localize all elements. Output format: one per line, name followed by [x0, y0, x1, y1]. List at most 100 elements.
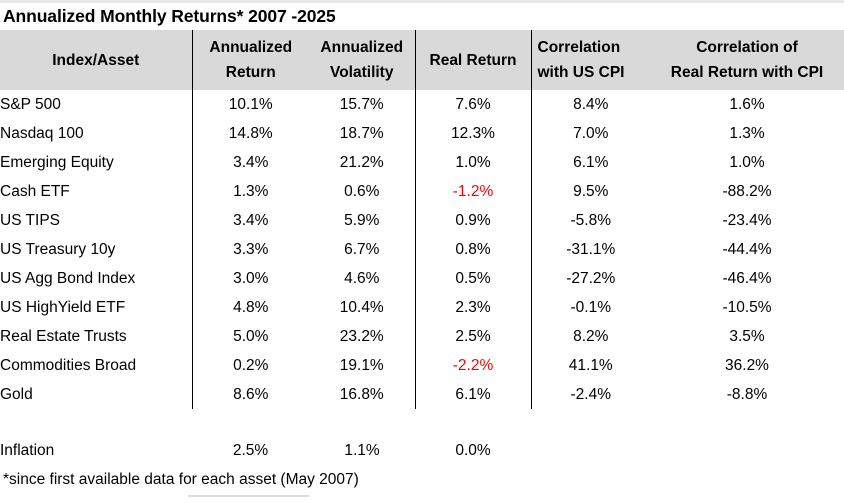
col-header-label: Annualized	[320, 39, 404, 56]
cell-annualized-volatility[interactable]: 0.6%	[309, 177, 416, 206]
cell-inflation-label[interactable]: Inflation	[0, 441, 55, 459]
cell-inflation-volatility[interactable]: 1.1%	[344, 441, 380, 459]
cell-annualized-volatility[interactable]: 15.7%	[309, 90, 416, 119]
cell-annualized-volatility[interactable]: 23.2%	[309, 322, 416, 351]
empty-cell	[650, 436, 844, 465]
cell-index-asset[interactable]: US Treasury 10y	[0, 235, 193, 264]
cell-real-return[interactable]: 0.5%	[415, 264, 532, 293]
col-header-real-return[interactable]: Real Return	[415, 30, 532, 90]
cell-index-asset[interactable]: US TIPS	[0, 206, 193, 235]
table-row: S&P 500 10.1% 15.7% 7.6% 8.4% 1.6%	[0, 90, 844, 119]
cell-correlation-with-cpi[interactable]: -27.2%	[566, 269, 616, 287]
cell-annualized-return[interactable]: 0.2%	[233, 356, 269, 374]
cell-correlation-with-cpi[interactable]: 8.2%	[573, 327, 609, 345]
empty-cell	[531, 436, 650, 465]
cell-index-asset[interactable]: Real Estate Trusts	[0, 322, 193, 351]
cell-correlation-real-with-cpi[interactable]: -44.4%	[722, 240, 772, 258]
col-header-label: Volatility	[330, 64, 394, 81]
col-header-label: Index/Asset	[52, 51, 140, 69]
cell-index-asset[interactable]: S&P 500	[0, 90, 193, 119]
col-header-index-asset[interactable]: Index/Asset	[0, 30, 193, 90]
cell-annualized-volatility[interactable]: 18.7%	[309, 119, 416, 148]
cell-correlation-real-with-cpi[interactable]: -10.5%	[722, 298, 772, 316]
cell-annualized-volatility[interactable]: 21.2%	[309, 148, 416, 177]
cell-annualized-return[interactable]: 3.4%	[233, 153, 269, 171]
cell-correlation-real-with-cpi[interactable]: 1.6%	[729, 95, 765, 113]
cell-annualized-volatility[interactable]: 6.7%	[309, 235, 416, 264]
cell-index-asset[interactable]: Nasdaq 100	[0, 119, 193, 148]
cell-correlation-real-with-cpi[interactable]: 36.2%	[725, 356, 769, 374]
cell-real-return[interactable]: 12.3%	[415, 119, 532, 148]
cell-real-return[interactable]: 2.5%	[415, 322, 532, 351]
cell-real-return[interactable]: 0.8%	[415, 235, 532, 264]
cell-annualized-return[interactable]: 4.8%	[233, 298, 269, 316]
table-row: US TIPS 3.4% 5.9% 0.9% -5.8% -23.4%	[0, 206, 844, 235]
cell-index-asset[interactable]: Gold	[0, 380, 193, 409]
cell-real-return[interactable]: 7.6%	[415, 90, 532, 119]
cell-annualized-return[interactable]: 1.3%	[233, 182, 269, 200]
cell-correlation-with-cpi[interactable]: -5.8%	[570, 211, 612, 229]
table-title: Annualized Monthly Returns* 2007 -2025	[3, 6, 336, 26]
cell-annualized-return[interactable]: 14.8%	[228, 124, 273, 142]
col-header-label: Real Return with CPI	[670, 64, 824, 81]
cell-annualized-return[interactable]: 3.3%	[233, 240, 269, 258]
cell-correlation-real-with-cpi[interactable]: -46.4%	[722, 269, 772, 287]
col-header-label: Correlation of	[696, 39, 798, 56]
cell-correlation-with-cpi[interactable]: 6.1%	[573, 153, 609, 171]
cell-annualized-volatility[interactable]: 19.1%	[309, 351, 416, 380]
cell-annualized-return[interactable]: 5.0%	[233, 327, 269, 345]
table-row: Nasdaq 100 14.8% 18.7% 12.3% 7.0% 1.3%	[0, 119, 844, 148]
cell-correlation-with-cpi[interactable]: 7.0%	[573, 124, 609, 142]
cell-annualized-volatility[interactable]: 16.8%	[309, 380, 416, 409]
cell-annualized-volatility[interactable]: 4.6%	[309, 264, 416, 293]
cell-inflation-return[interactable]: 2.5%	[232, 441, 269, 459]
col-header-correlation-real-with-cpi[interactable]: Correlation of Real Return with CPI	[650, 30, 844, 90]
cell-real-return[interactable]: -1.2%	[415, 177, 532, 206]
cell-correlation-with-cpi[interactable]: -31.1%	[566, 240, 616, 258]
table-row: Cash ETF 1.3% 0.6% -1.2% 9.5% -88.2%	[0, 177, 844, 206]
inflation-row: Inflation 2.5% 1.1% 0.0%	[0, 436, 844, 465]
cell-inflation-real-return[interactable]: 0.0%	[455, 441, 491, 459]
cell-index-asset[interactable]: US HighYield ETF	[0, 293, 193, 322]
col-header-annualized-return[interactable]: Annualized Return	[192, 30, 309, 90]
cell-index-asset[interactable]: US Agg Bond Index	[0, 264, 193, 293]
cell-correlation-real-with-cpi[interactable]: -88.2%	[722, 182, 772, 200]
cell-real-return[interactable]: 0.9%	[415, 206, 532, 235]
header-row: Index/Asset Annualized Return Annualized…	[0, 30, 844, 90]
cell-correlation-real-with-cpi[interactable]: -23.4%	[722, 211, 772, 229]
col-header-annualized-volatility[interactable]: Annualized Volatility	[309, 30, 416, 90]
cell-annualized-return[interactable]: 3.4%	[233, 211, 269, 229]
table-row: US Agg Bond Index 3.0% 4.6% 0.5% -27.2% …	[0, 264, 844, 293]
cell-real-return[interactable]: 1.0%	[415, 148, 532, 177]
cell-correlation-with-cpi[interactable]: 9.5%	[573, 182, 609, 200]
spacer-row	[0, 409, 844, 436]
cell-correlation-real-with-cpi[interactable]: -8.8%	[726, 385, 768, 403]
empty-cell	[0, 409, 844, 436]
cell-correlation-with-cpi[interactable]: -0.1%	[570, 298, 612, 316]
cell-real-return[interactable]: 2.3%	[415, 293, 532, 322]
cell-index-asset[interactable]: Commodities Broad	[0, 351, 193, 380]
cell-real-return[interactable]: 6.1%	[415, 380, 532, 409]
cell-correlation-real-with-cpi[interactable]: 1.0%	[729, 153, 765, 171]
col-header-correlation-with-cpi[interactable]: Correlation with US CPI	[531, 30, 650, 90]
cell-correlation-with-cpi[interactable]: 41.1%	[568, 356, 613, 374]
table-row: US Treasury 10y 3.3% 6.7% 0.8% -31.1% -4…	[0, 235, 844, 264]
col-header-label: Correlation	[537, 39, 621, 56]
cell-annualized-volatility[interactable]: 5.9%	[309, 206, 416, 235]
cell-correlation-real-with-cpi[interactable]: 3.5%	[729, 327, 765, 345]
cell-index-asset[interactable]: Emerging Equity	[0, 148, 193, 177]
table-row: Emerging Equity 3.4% 21.2% 1.0% 6.1% 1.0…	[0, 148, 844, 177]
cell-real-return[interactable]: -2.2%	[415, 351, 532, 380]
table-row: Gold 8.6% 16.8% 6.1% -2.4% -8.8%	[0, 380, 844, 409]
col-header-label: Return	[225, 64, 276, 81]
col-header-label: with US CPI	[537, 64, 625, 81]
cell-correlation-with-cpi[interactable]: -2.4%	[570, 385, 612, 403]
cell-annualized-volatility[interactable]: 10.4%	[309, 293, 416, 322]
cell-index-asset[interactable]: Cash ETF	[0, 177, 193, 206]
cell-annualized-return[interactable]: 3.0%	[233, 269, 269, 287]
cell-annualized-return[interactable]: 8.6%	[233, 385, 269, 403]
footnote-underline-artifact	[188, 495, 309, 497]
cell-correlation-with-cpi[interactable]: 8.4%	[573, 95, 609, 113]
cell-correlation-real-with-cpi[interactable]: 1.3%	[729, 124, 765, 142]
cell-annualized-return[interactable]: 10.1%	[228, 95, 273, 113]
